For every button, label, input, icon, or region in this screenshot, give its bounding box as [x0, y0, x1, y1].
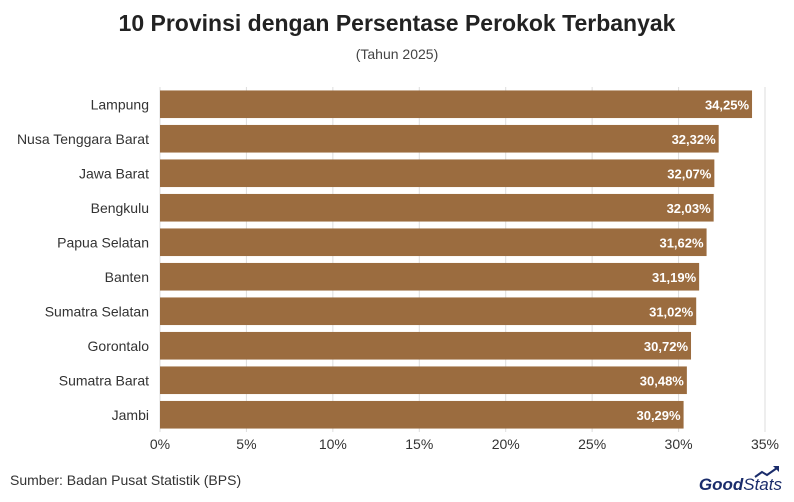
category-label: Nusa Tenggara Barat [17, 131, 149, 147]
bar [160, 228, 707, 257]
bar-value-label: 32,03% [667, 201, 712, 216]
bar-value-label: 34,25% [705, 97, 750, 112]
category-label: Sumatra Selatan [45, 303, 149, 319]
logo-good: Good [698, 475, 744, 494]
bar-value-label: 30,29% [636, 408, 681, 423]
bar-chart: 34,25% 32,32% 32,07% 32,03% 31,62% 31,19% 31,0… [17, 87, 779, 452]
category-label: Sumatra Barat [59, 372, 149, 388]
bar [160, 297, 697, 326]
bar-value-label: 30,48% [640, 373, 685, 388]
trend-arrow-icon [754, 466, 779, 478]
x-tick-label: 0% [150, 436, 170, 452]
category-label: Jawa Barat [79, 165, 149, 181]
category-labels: Lampung Nusa Tenggara Barat Jawa Barat Beng… [17, 96, 149, 423]
category-label: Jambi [112, 407, 149, 423]
x-tick-label: 35% [751, 436, 779, 452]
x-tick-label: 10% [319, 436, 347, 452]
bar [160, 124, 719, 153]
bar [160, 262, 700, 291]
bar-value-label: 31,02% [649, 304, 694, 319]
logo-stats: Stats [743, 475, 782, 494]
category-label: Gorontalo [88, 338, 150, 354]
x-tick-label: 5% [236, 436, 256, 452]
bar-value-label: 31,62% [659, 235, 704, 250]
x-axis-ticks: 0% 5% 10% 15% 20% 25% 30% 35% [150, 436, 779, 452]
goodstats-logo: Good Stats [699, 465, 782, 495]
chart-title: 10 Provinsi dengan Persentase Perokok Te… [118, 10, 676, 36]
bar [160, 400, 684, 429]
chart-subtitle: (Tahun 2025) [355, 46, 439, 62]
category-label: Bengkulu [91, 200, 149, 216]
bars: 34,25% 32,32% 32,07% 32,03% 31,62% 31,19% 31,0… [160, 90, 753, 429]
bar [160, 90, 753, 119]
x-tick-label: 20% [492, 436, 520, 452]
category-label: Papua Selatan [57, 234, 149, 250]
bar-value-label: 32,32% [672, 132, 717, 147]
bar-value-label: 32,07% [667, 166, 712, 181]
x-tick-label: 15% [405, 436, 433, 452]
x-tick-label: 30% [665, 436, 693, 452]
category-label: Lampung [91, 96, 149, 112]
bar-value-label: 31,19% [652, 270, 697, 285]
bar [160, 331, 692, 360]
bar [160, 193, 714, 222]
x-tick-label: 25% [578, 436, 606, 452]
category-label: Banten [105, 269, 149, 285]
bar [160, 159, 715, 188]
source-note: Sumber: Badan Pusat Statistik (BPS) [10, 472, 242, 488]
bar [160, 366, 687, 395]
bar-value-label: 30,72% [644, 339, 689, 354]
